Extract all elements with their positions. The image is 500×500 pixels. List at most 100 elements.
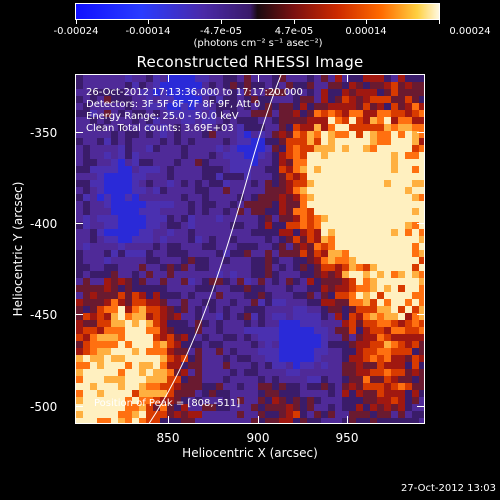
image-pixel (279, 383, 286, 390)
image-pixel (391, 89, 398, 96)
image-pixel (174, 103, 181, 110)
image-pixel (97, 75, 104, 82)
image-pixel (160, 348, 167, 355)
image-pixel (405, 397, 412, 404)
image-pixel (300, 299, 307, 306)
image-pixel (125, 348, 132, 355)
image-pixel (286, 152, 293, 159)
image-pixel (160, 334, 167, 341)
image-pixel (300, 292, 307, 299)
image-pixel (125, 103, 132, 110)
image-pixel (216, 362, 223, 369)
image-pixel (363, 187, 370, 194)
image-pixel (188, 285, 195, 292)
image-pixel (90, 131, 97, 138)
image-pixel (174, 376, 181, 383)
image-pixel (104, 369, 111, 376)
image-pixel (181, 411, 188, 418)
image-pixel (251, 117, 258, 124)
image-pixel (398, 404, 405, 411)
image-pixel (272, 397, 279, 404)
image-pixel (328, 124, 335, 131)
image-pixel (83, 194, 90, 201)
image-pixel (300, 369, 307, 376)
image-pixel (335, 82, 342, 89)
image-pixel (286, 334, 293, 341)
image-pixel (370, 299, 377, 306)
image-pixel (328, 229, 335, 236)
image-pixel (405, 152, 412, 159)
image-pixel (83, 180, 90, 187)
image-pixel (300, 334, 307, 341)
image-pixel (160, 257, 167, 264)
image-pixel (125, 397, 132, 404)
image-pixel (349, 180, 356, 187)
image-pixel (265, 257, 272, 264)
image-pixel (195, 348, 202, 355)
image-pixel (83, 229, 90, 236)
image-pixel (90, 243, 97, 250)
image-pixel (412, 201, 419, 208)
image-pixel (139, 271, 146, 278)
image-pixel (356, 152, 363, 159)
image-pixel (230, 299, 237, 306)
image-pixel (391, 383, 398, 390)
image-pixel (167, 362, 174, 369)
image-pixel (279, 390, 286, 397)
image-pixel (300, 131, 307, 138)
image-pixel (202, 138, 209, 145)
image-pixel (90, 187, 97, 194)
image-pixel (209, 159, 216, 166)
image-pixel (76, 383, 83, 390)
image-pixel (111, 334, 118, 341)
image-pixel (279, 124, 286, 131)
image-pixel (111, 124, 118, 131)
image-pixel (419, 257, 424, 264)
image-pixel (181, 278, 188, 285)
image-pixel (237, 236, 244, 243)
image-pixel (237, 397, 244, 404)
image-pixel (349, 89, 356, 96)
image-pixel (153, 362, 160, 369)
image-pixel (202, 159, 209, 166)
image-pixel (90, 236, 97, 243)
image-pixel (167, 166, 174, 173)
image-pixel (328, 215, 335, 222)
image-pixel (76, 299, 83, 306)
image-pixel (90, 334, 97, 341)
image-pixel (342, 355, 349, 362)
image-pixel (391, 320, 398, 327)
image-pixel (202, 215, 209, 222)
image-pixel (244, 299, 251, 306)
image-pixel (111, 222, 118, 229)
image-pixel (223, 131, 230, 138)
image-pixel (412, 376, 419, 383)
image-pixel (181, 299, 188, 306)
x-tick-label: 850 (156, 431, 180, 445)
image-pixel (125, 173, 132, 180)
image-pixel (139, 257, 146, 264)
image-pixel (230, 187, 237, 194)
image-pixel (167, 82, 174, 89)
image-pixel (377, 138, 384, 145)
image-pixel (188, 376, 195, 383)
image-pixel (279, 320, 286, 327)
image-pixel (244, 201, 251, 208)
image-pixel (209, 362, 216, 369)
image-pixel (328, 264, 335, 271)
image-pixel (174, 327, 181, 334)
image-pixel (153, 110, 160, 117)
image-pixel (209, 355, 216, 362)
image-pixel (223, 404, 230, 411)
image-pixel (265, 194, 272, 201)
x-tickmark (168, 74, 169, 82)
image-pixel (97, 201, 104, 208)
image-pixel (153, 89, 160, 96)
image-pixel (139, 397, 146, 404)
image-pixel (321, 348, 328, 355)
image-pixel (272, 208, 279, 215)
image-pixel (363, 131, 370, 138)
image-pixel (76, 376, 83, 383)
image-pixel (412, 313, 419, 320)
image-pixel (230, 390, 237, 397)
